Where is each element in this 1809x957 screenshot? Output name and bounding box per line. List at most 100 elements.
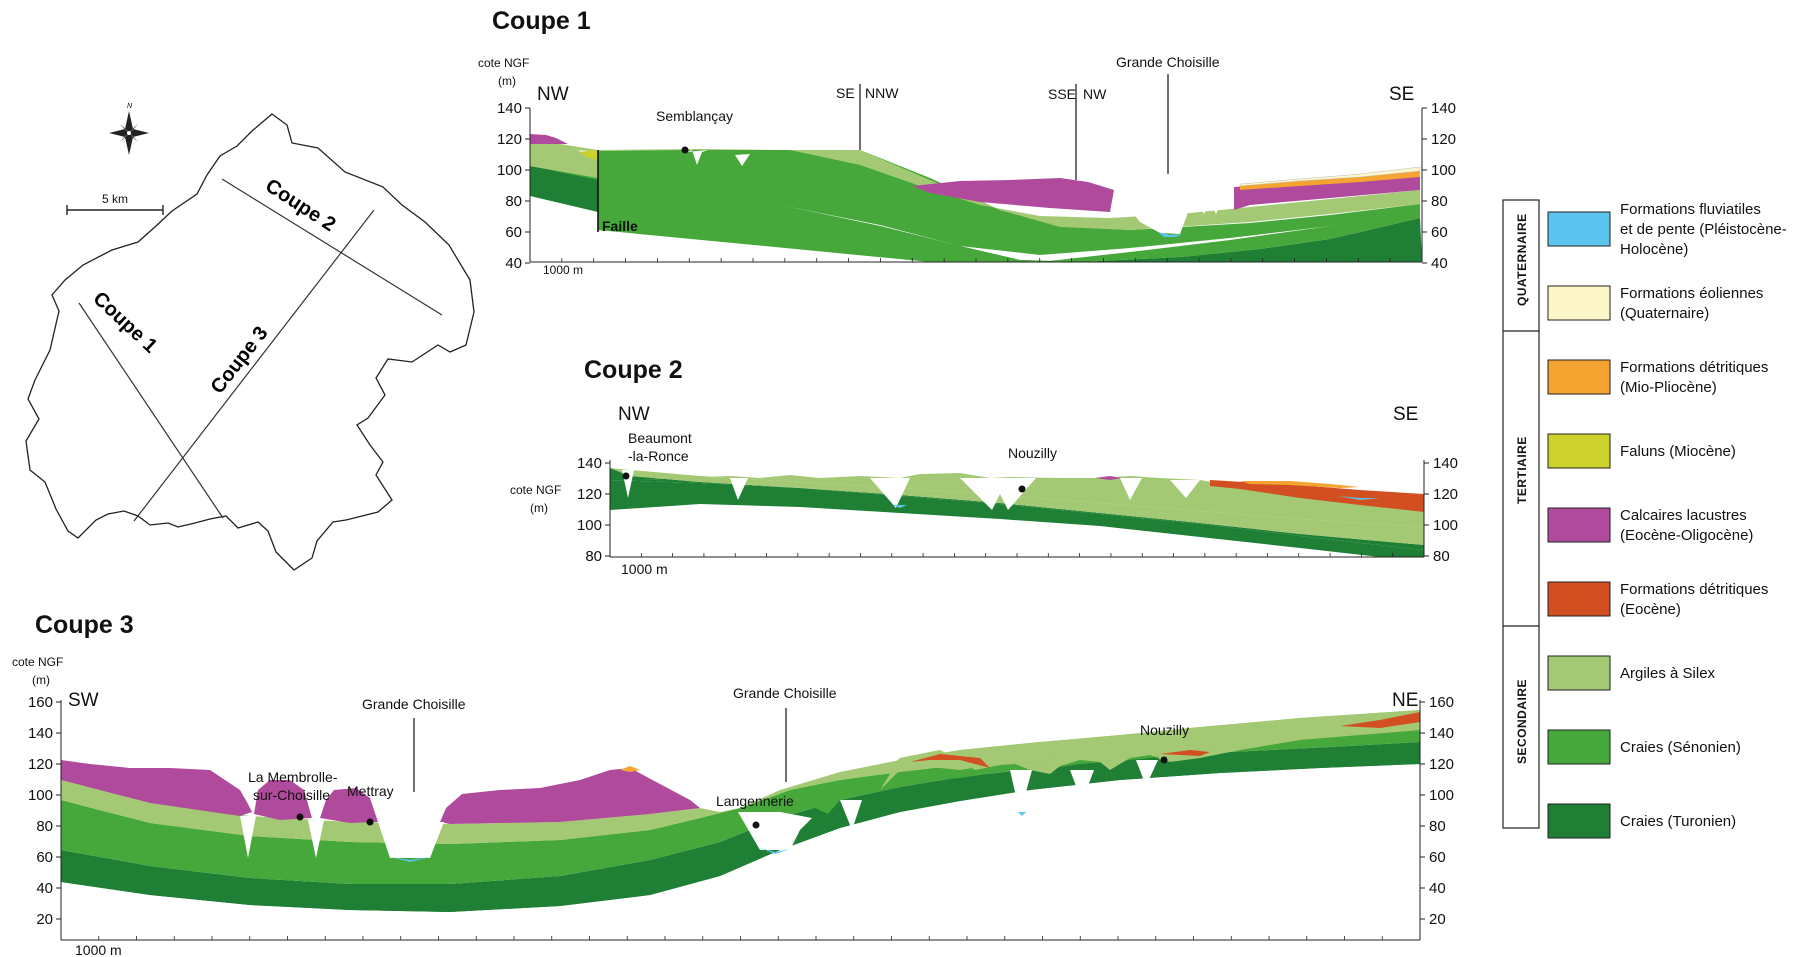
legend-label-eolien: (Quaternaire) bbox=[1620, 305, 1709, 322]
c3-marker-mettray bbox=[366, 818, 374, 826]
compass-north-label: N bbox=[127, 103, 133, 110]
c3-calcaires-left bbox=[61, 760, 252, 816]
c3-tick-label-right: 160 bbox=[1429, 694, 1454, 711]
c3-tick-label-left: 140 bbox=[28, 725, 53, 742]
c2-tick-group: 140 140 120 120 100 100 80 80 bbox=[577, 455, 1458, 565]
c1-tick-label-left: 80 bbox=[505, 193, 522, 210]
c2-tick-label-left: 140 bbox=[577, 455, 602, 472]
c2-tick-label-right: 100 bbox=[1433, 517, 1458, 534]
c2-tick-label-left: 80 bbox=[585, 548, 602, 565]
location-map: Coupe 1 Coupe 2 Coupe 3 5 km N bbox=[25, 103, 475, 571]
c3-label-grande-choisille-1: Grande Choisille bbox=[362, 696, 466, 712]
c3-scale-label: 1000 m bbox=[75, 942, 122, 957]
c1-marker-semblancay bbox=[681, 146, 689, 154]
c1-valley-grande-choisille bbox=[1114, 180, 1234, 234]
c3-tick-label-left: 40 bbox=[36, 880, 53, 897]
c1-tick-label-right: 120 bbox=[1431, 131, 1456, 148]
c2-marker-beaumont bbox=[622, 472, 630, 480]
legend-swatch-calcaires bbox=[1547, 507, 1611, 543]
c2-valley-6 bbox=[1170, 480, 1200, 498]
coupe2-trace bbox=[221, 178, 443, 316]
c2-label-beaumont-1: Beaumont bbox=[628, 430, 692, 446]
basin-outline bbox=[25, 113, 475, 571]
c1-tick-group: 140 140 120 120 100 100 80 80 60 60 40 40 bbox=[497, 100, 1456, 272]
legend-swatch-eolien bbox=[1547, 285, 1611, 321]
c2-tick-label-right: 120 bbox=[1433, 486, 1458, 503]
legend-swatch-turonien bbox=[1547, 803, 1611, 839]
c2-tick-label-right: 80 bbox=[1433, 548, 1450, 565]
c3-valley-6 bbox=[1010, 770, 1032, 814]
c2-mio-pliocene-lens bbox=[1240, 481, 1360, 488]
c2-calcaires-lens bbox=[1095, 476, 1122, 480]
coupe2-dir-right: SE bbox=[1393, 404, 1418, 425]
c1-label-sse: SSE bbox=[1048, 86, 1076, 102]
c3-marker-langennerie bbox=[752, 821, 760, 829]
c1-label-semblancay: Semblançay bbox=[656, 108, 733, 124]
c3-argiles-upper-right bbox=[880, 710, 1420, 776]
c3-tick-label-left: 80 bbox=[36, 818, 53, 835]
c3-label-mettray: Mettray bbox=[347, 783, 394, 799]
coupe3-dir-right: NE bbox=[1392, 690, 1418, 711]
c3-calcaires-center bbox=[440, 768, 700, 824]
compass-rose-icon bbox=[109, 111, 149, 155]
c1-calcaires-right bbox=[1234, 174, 1420, 210]
legend-era-secondaire: SECONDAIRE bbox=[1515, 679, 1529, 764]
c3-eocene-lens-3 bbox=[1340, 712, 1420, 728]
c2-valley-3 bbox=[870, 478, 910, 508]
c3-marker-nouzilly bbox=[1160, 756, 1168, 764]
c3-tick-label-right: 120 bbox=[1429, 756, 1454, 773]
c1-valley-semblancay bbox=[686, 150, 708, 165]
c3-tick-label-right: 100 bbox=[1429, 787, 1454, 804]
c3-tick-label-right: 20 bbox=[1429, 911, 1446, 928]
legend-label-turonien: Craies (Turonien) bbox=[1620, 813, 1736, 830]
c3-calcaires-membrolle bbox=[254, 780, 312, 820]
c2-eocene-layer bbox=[1210, 480, 1424, 512]
legend-era-tertiaire: TERTIAIRE bbox=[1515, 436, 1529, 504]
c1-tick-label-right: 140 bbox=[1431, 100, 1456, 117]
c1-scale-label: 1000 m bbox=[543, 263, 583, 277]
coupe3-title: Coupe 3 bbox=[35, 611, 134, 639]
c3-label-grande-choisille-2: Grande Choisille bbox=[733, 685, 837, 701]
c3-senonien-hills bbox=[780, 730, 1420, 814]
c2-valley-4 bbox=[960, 478, 1036, 510]
coupe3-axis-label-2: (m) bbox=[32, 673, 50, 687]
legend-label-calcaires: (Eocène-Oligocène) bbox=[1620, 527, 1753, 544]
c1-calcaires-left bbox=[530, 134, 568, 144]
c3-tick-label-left: 60 bbox=[36, 849, 53, 866]
c3-valley-langennerie bbox=[738, 812, 812, 850]
c2-tick-label-right: 140 bbox=[1433, 455, 1458, 472]
legend-era-column bbox=[1502, 199, 1540, 829]
c2-turonien-layer bbox=[610, 480, 1424, 557]
legend-label-quaternaire: et de pente (Pléistocène- bbox=[1620, 221, 1787, 238]
coupe2-dir-left: NW bbox=[618, 404, 650, 425]
c1-argiles-left bbox=[530, 142, 598, 178]
c3-tick-label-right: 40 bbox=[1429, 880, 1446, 897]
c1-quaternaire-lens bbox=[1158, 232, 1182, 237]
legend-swatch-faluns bbox=[1547, 433, 1611, 469]
c3-valley-7 bbox=[1070, 770, 1094, 802]
c1-tick-label-right: 80 bbox=[1431, 193, 1448, 210]
legend-label-mio_pliocene: (Mio-Pliocène) bbox=[1620, 379, 1717, 396]
c3-valley-1 bbox=[240, 816, 256, 858]
c3-tick-label-right: 80 bbox=[1429, 818, 1446, 835]
c1-calcaires-center bbox=[912, 178, 1114, 212]
c2-label-beaumont-2: -la-Ronce bbox=[628, 448, 689, 464]
c1-tick-label-left: 100 bbox=[497, 162, 522, 179]
coupe2-axis-label-2: (m) bbox=[530, 501, 548, 515]
c3-tick-label-right: 140 bbox=[1429, 725, 1454, 742]
legend-label-quaternaire: Formations fluviatiles bbox=[1620, 201, 1761, 218]
c1-tick-label-left: 40 bbox=[505, 255, 522, 272]
c1-tick-label-right: 100 bbox=[1431, 162, 1456, 179]
c3-turonien-upper bbox=[61, 742, 1420, 912]
coupe1-title: Coupe 1 bbox=[492, 7, 591, 35]
c3-label-membrolle-2: sur-Choisille bbox=[253, 787, 330, 803]
map-label-coupe1: Coupe 1 bbox=[89, 288, 162, 358]
c2-tick-label-left: 100 bbox=[577, 517, 602, 534]
c3-valley-2 bbox=[308, 820, 324, 858]
c1-faluns-lens bbox=[580, 150, 598, 160]
coupe1-axis-label-2: (m) bbox=[498, 74, 516, 88]
c1-label-nw: NW bbox=[1083, 86, 1107, 102]
c3-valley-5 bbox=[840, 800, 862, 830]
